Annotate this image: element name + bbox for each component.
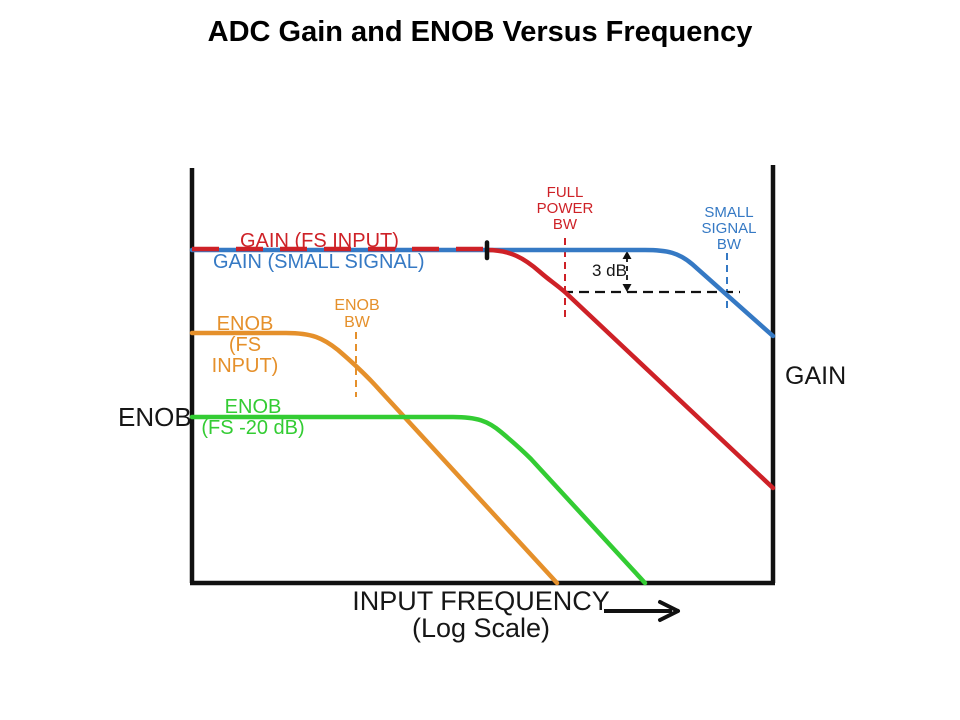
- full-power-bw-label-line2: POWER: [536, 199, 594, 217]
- gain-small-signal-label: GAIN (SMALL SIGNAL): [213, 251, 425, 273]
- small-signal-bw-label-line3: BW: [716, 235, 742, 253]
- enob-fs-curve: [189, 330, 560, 586]
- enob-axis-label: ENOB: [118, 402, 192, 432]
- x-axis-label-line1: INPUT FREQUENCY: [352, 586, 610, 616]
- enob-bw-label-line1: ENOB: [334, 297, 380, 314]
- enob-minus20-label-line1: ENOB: [224, 396, 282, 418]
- small-signal-bw-label-line1: SMALL: [704, 204, 754, 221]
- x-axis-label: INPUT FREQUENCY (Log Scale): [330, 588, 632, 642]
- enob-minus20-curve: [189, 414, 648, 586]
- enob-minus20-label-line2: (FS -20 dB): [201, 417, 305, 440]
- gain-small-signal-curve: [189, 247, 776, 339]
- full-power-bw-label: FULL POWER BW: [519, 185, 611, 233]
- x-axis-label-line2: (Log Scale): [411, 613, 551, 643]
- enob-fs-label-line2: (FS INPUT): [211, 334, 279, 378]
- enob-fs-label: ENOB (FS INPUT): [194, 313, 296, 378]
- small-signal-bw-label-line2: SIGNAL: [701, 219, 757, 237]
- three-db-arrow: [622, 251, 632, 292]
- gain-fs-label: GAIN (FS INPUT): [240, 230, 399, 252]
- chart-title: ADC Gain and ENOB Versus Frequency: [207, 16, 753, 48]
- three-db-label: 3 dB: [592, 261, 627, 280]
- enob-minus20-label: ENOB (FS -20 dB): [197, 396, 309, 440]
- x-axis-arrow-icon: [604, 600, 680, 622]
- small-signal-bw-label: SMALL SIGNAL BW: [683, 205, 775, 253]
- full-power-bw-label-line3: BW: [552, 215, 578, 233]
- enob-fs-label-line1: ENOB: [216, 313, 274, 335]
- enob-bw-label-line2: BW: [344, 313, 370, 331]
- plot-border: [189, 165, 776, 586]
- gain-fs-curve: [192, 246, 776, 491]
- gain-axis-label: GAIN: [785, 362, 847, 390]
- full-power-bw-label-line1: FULL: [546, 184, 584, 201]
- enob-bw-label: ENOB BW: [320, 297, 394, 332]
